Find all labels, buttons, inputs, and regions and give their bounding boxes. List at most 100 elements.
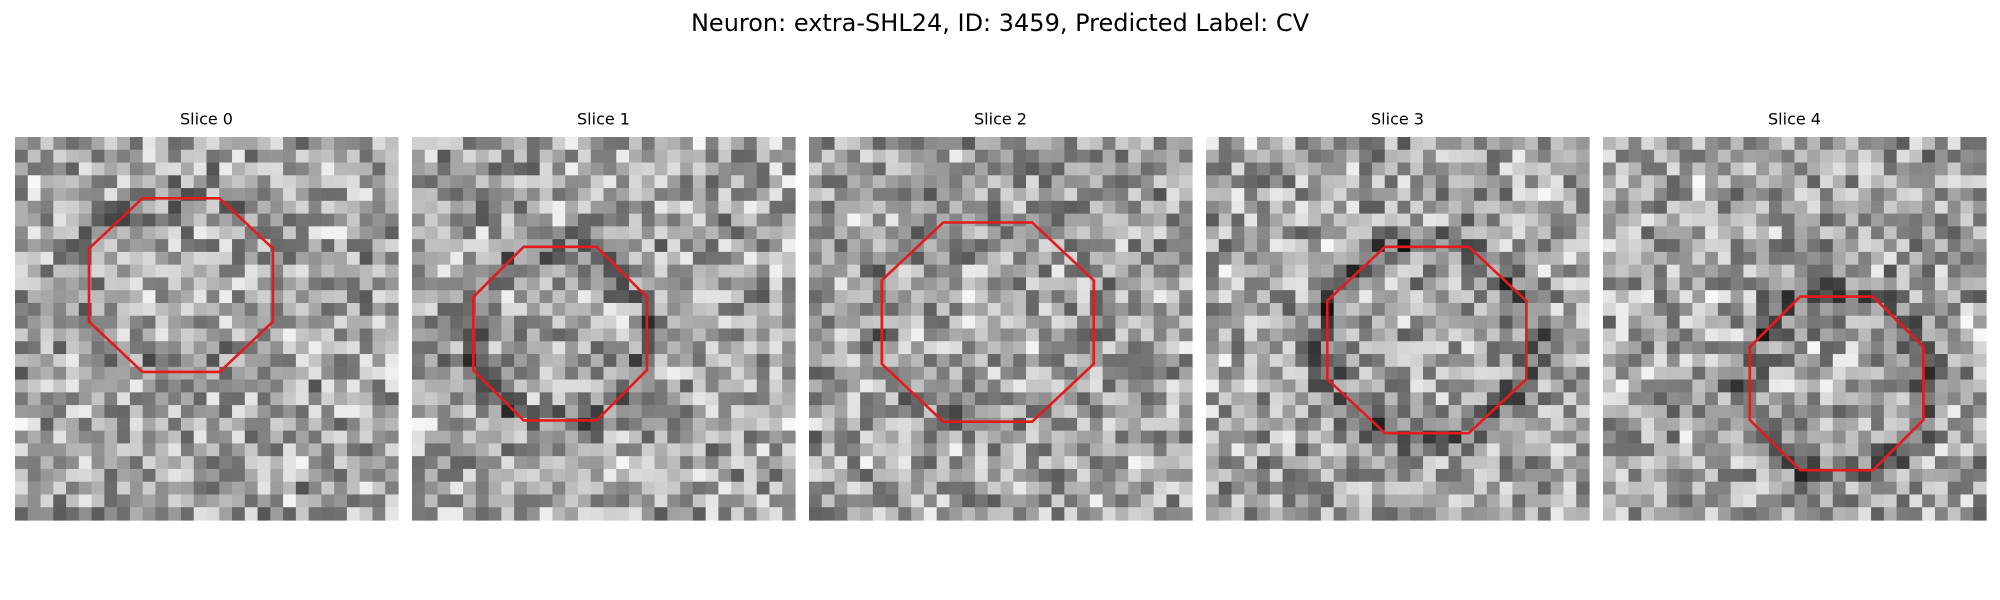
pixel	[180, 507, 195, 521]
pixel	[219, 315, 233, 330]
pixel	[475, 354, 490, 368]
pixel	[1525, 430, 1539, 444]
pixel	[1947, 200, 1962, 215]
pixel	[270, 175, 284, 189]
pixel	[1512, 290, 1526, 304]
pixel	[1153, 315, 1168, 330]
pixel	[514, 290, 528, 304]
pixel	[987, 264, 1002, 279]
pixel	[66, 162, 80, 176]
pixel	[911, 494, 925, 508]
pixel	[692, 188, 707, 202]
pixel	[424, 417, 439, 432]
pixel	[206, 341, 220, 355]
pixel	[1384, 213, 1399, 227]
pixel	[168, 277, 182, 291]
pixel	[1064, 200, 1078, 215]
pixel	[1512, 213, 1526, 227]
pixel	[1934, 417, 1949, 432]
pixel	[1089, 188, 1104, 202]
pixel	[1153, 226, 1168, 240]
pixel	[1461, 405, 1475, 419]
pixel	[372, 379, 386, 393]
pixel	[782, 456, 796, 470]
pixel	[1474, 405, 1488, 419]
pixel	[1883, 430, 1898, 444]
pixel	[603, 366, 617, 381]
pixel	[565, 354, 579, 368]
pixel	[257, 137, 271, 151]
pixel	[91, 392, 105, 406]
pixel	[1973, 302, 1987, 317]
pixel	[488, 405, 502, 419]
pixel	[424, 239, 439, 253]
pixel	[616, 277, 630, 291]
pixel	[936, 494, 951, 508]
pixel	[936, 417, 951, 432]
pixel	[359, 405, 374, 419]
pixel	[1641, 175, 1655, 189]
pixel	[1231, 430, 1245, 444]
pixel	[1448, 468, 1462, 483]
pixel	[1410, 405, 1424, 419]
pixel	[334, 188, 348, 202]
pixel	[1384, 137, 1399, 151]
pixel	[1244, 137, 1258, 151]
pixel	[412, 188, 426, 202]
pixel	[1960, 239, 1974, 253]
pixel	[1423, 507, 1437, 521]
pixel	[949, 494, 963, 508]
pixel	[1051, 175, 1065, 189]
pixel	[66, 315, 80, 330]
pixel	[488, 456, 502, 470]
pixel	[1820, 226, 1834, 240]
pixel	[1346, 443, 1360, 457]
pixel	[1423, 456, 1437, 470]
pixel	[1448, 405, 1462, 419]
pixel	[1756, 341, 1770, 355]
pixel	[308, 417, 322, 432]
pixel	[359, 213, 374, 227]
pixel	[667, 341, 681, 355]
pixel	[949, 315, 963, 330]
pixel	[1641, 188, 1655, 202]
pixel	[168, 149, 182, 164]
pixel	[1333, 277, 1348, 291]
pixel	[949, 341, 963, 355]
pixel	[860, 188, 874, 202]
pixel	[437, 315, 451, 330]
pixel	[155, 137, 169, 151]
pixel	[1461, 264, 1475, 279]
pixel	[834, 137, 848, 151]
pixel	[129, 149, 144, 164]
pixel	[1973, 137, 1987, 151]
pixel	[590, 481, 605, 496]
pixel	[847, 392, 861, 406]
pixel	[756, 302, 771, 317]
pixel	[450, 264, 464, 279]
panel-title: Slice 2	[974, 110, 1027, 129]
pixel	[1743, 430, 1757, 444]
pixel	[1051, 405, 1065, 419]
pixel	[821, 430, 836, 444]
pixel	[936, 456, 951, 470]
pixel	[1845, 468, 1859, 483]
pixel	[104, 200, 118, 215]
pixel	[1000, 251, 1014, 266]
pixel	[1000, 226, 1014, 240]
pixel	[872, 443, 887, 457]
pixel	[193, 239, 208, 253]
pixel	[193, 302, 208, 317]
pixel	[1461, 315, 1475, 330]
pixel	[40, 354, 54, 368]
pixel	[949, 456, 963, 470]
pixel	[769, 149, 783, 164]
pixel	[1166, 354, 1180, 368]
pixel	[514, 443, 528, 457]
pixel	[1781, 481, 1796, 496]
pixel	[526, 175, 541, 189]
pixel	[1038, 302, 1053, 317]
pixel	[1257, 392, 1271, 406]
pixel	[539, 251, 554, 266]
pixel	[1576, 315, 1590, 330]
